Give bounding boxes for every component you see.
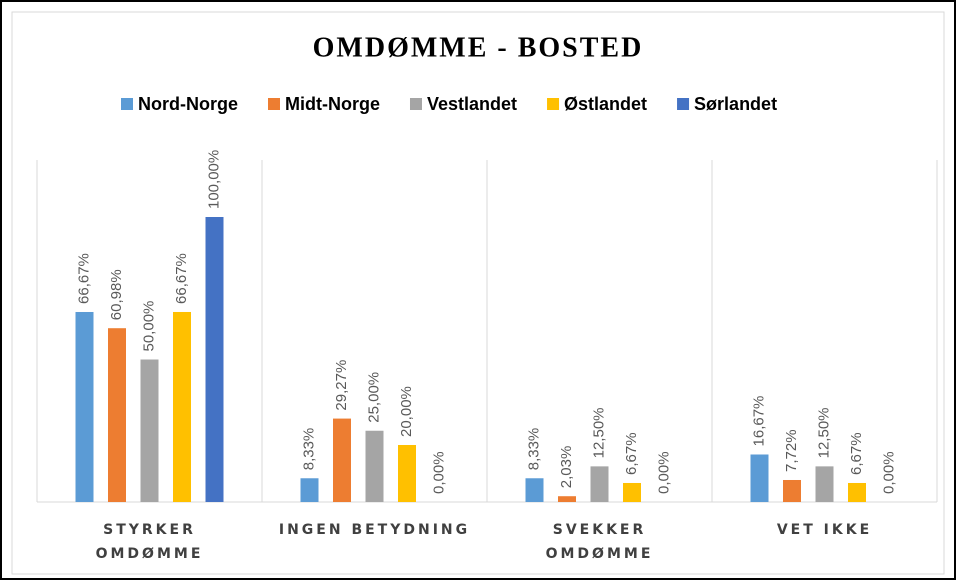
bar: [558, 496, 576, 502]
legend-label: Vestlandet: [427, 94, 517, 114]
data-label: 66,67%: [75, 253, 92, 304]
bar: [365, 430, 384, 502]
legend-swatch: [121, 98, 133, 110]
legend-swatch: [677, 98, 690, 110]
data-label: 6,67%: [848, 432, 865, 475]
bar: [398, 445, 416, 502]
x-tick-label: VET IKKE: [776, 522, 873, 538]
bar: [590, 466, 609, 502]
bar: [623, 482, 641, 502]
data-label: 8,33%: [525, 428, 542, 471]
bar: [75, 311, 94, 502]
data-label: 16,67%: [750, 396, 767, 447]
legend-swatch: [409, 98, 422, 110]
data-label: 50,00%: [140, 301, 157, 352]
legend-label: Sørlandet: [694, 94, 777, 114]
data-label: 29,27%: [333, 360, 350, 411]
data-label: 8,33%: [300, 428, 317, 471]
bar: [525, 478, 544, 502]
data-label: 2,03%: [558, 446, 575, 489]
legend-label: Nord-Norge: [138, 94, 238, 114]
chart-frame: [11, 11, 945, 575]
bar: [140, 359, 159, 502]
data-label: 20,00%: [398, 386, 415, 437]
data-label: 25,00%: [365, 372, 382, 423]
bar: [108, 328, 126, 502]
data-label: 100,00%: [205, 150, 222, 209]
x-tick-label: SVEKKER OMDØMME: [545, 522, 654, 562]
bar: [300, 478, 319, 502]
bar: [815, 466, 834, 502]
data-label: 60,98%: [108, 269, 125, 320]
data-label: 7,72%: [783, 429, 800, 472]
data-label: 0,00%: [880, 451, 897, 494]
legend-label: Østlandet: [564, 94, 647, 114]
data-label: 6,67%: [623, 432, 640, 475]
bar: [783, 479, 801, 502]
x-tick-label: INGEN BETYDNING: [278, 522, 471, 538]
bar: [750, 454, 769, 502]
data-label: 12,50%: [590, 408, 607, 459]
bar: [173, 311, 191, 502]
legend-swatch: [268, 98, 280, 110]
data-label: 0,00%: [655, 451, 672, 494]
bar: [205, 217, 224, 502]
data-label: 0,00%: [430, 451, 447, 494]
data-label: 66,67%: [173, 253, 190, 304]
chart-title: OMDØMME - BOSTED: [313, 32, 644, 63]
bar: [333, 418, 351, 502]
legend-label: Midt-Norge: [285, 94, 380, 114]
data-label: 12,50%: [815, 408, 832, 459]
legend-swatch: [547, 98, 560, 110]
x-tick-label: STYRKER OMDØMME: [95, 522, 204, 562]
bar: [848, 482, 866, 502]
